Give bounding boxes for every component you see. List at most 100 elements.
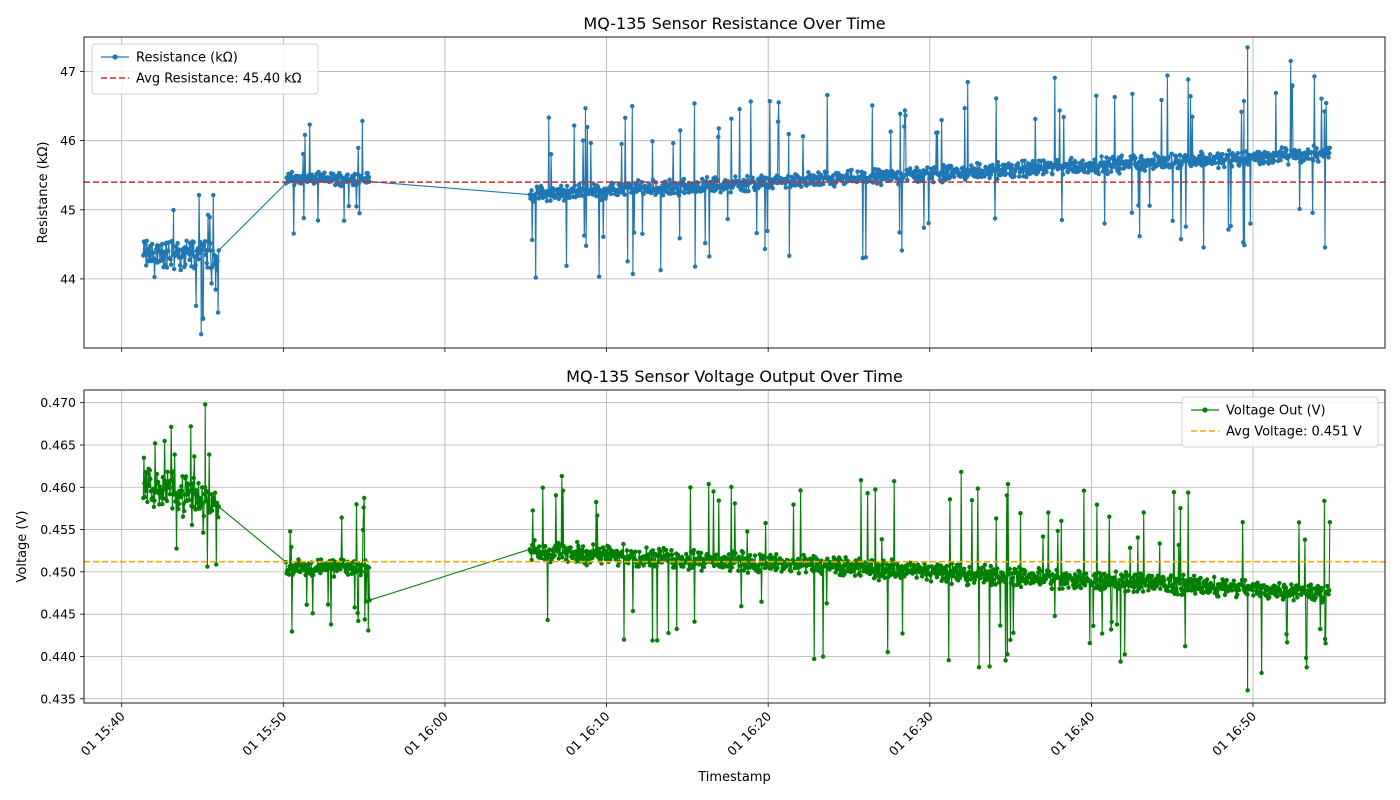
data-point [1322, 636, 1328, 642]
data-point [1170, 218, 1175, 223]
data-point [1018, 511, 1023, 516]
data-point [862, 170, 867, 176]
data-point [147, 483, 152, 489]
data-point [791, 502, 796, 507]
data-point [547, 190, 553, 196]
data-point [207, 452, 212, 457]
data-point [1140, 572, 1145, 578]
data-point [858, 573, 863, 578]
data-point [1162, 578, 1167, 583]
data-point [165, 469, 170, 474]
data-point [876, 578, 881, 583]
data-point [190, 481, 195, 486]
data-point [1109, 619, 1114, 625]
y-tick-label: 0.440 [40, 649, 76, 664]
data-point [530, 542, 535, 548]
data-point [885, 649, 890, 655]
data-point [215, 310, 221, 315]
data-point [639, 179, 644, 185]
y-tick-label: 0.470 [40, 395, 76, 410]
data-point [1297, 206, 1302, 212]
data-point [976, 665, 982, 670]
data-point [215, 515, 221, 520]
data-point [849, 167, 854, 173]
data-point [951, 174, 957, 180]
data-point [176, 501, 182, 507]
data-point [1050, 172, 1055, 177]
data-point [740, 550, 746, 555]
data-point [1059, 579, 1065, 584]
data-point [354, 204, 359, 209]
data-point [965, 79, 970, 85]
data-point [161, 486, 167, 492]
data-point [1186, 77, 1191, 82]
data-point [1191, 155, 1197, 160]
data-point [1308, 582, 1314, 587]
data-point [1327, 588, 1332, 593]
data-point [1177, 581, 1183, 586]
data-point [1134, 572, 1139, 578]
data-point [359, 173, 364, 179]
data-point [160, 475, 166, 480]
data-point [646, 555, 651, 561]
data-point [796, 571, 801, 576]
data-point [1242, 243, 1247, 248]
data-point [1174, 154, 1179, 159]
data-point [611, 181, 616, 186]
data-point [1117, 171, 1122, 176]
data-point [196, 257, 201, 262]
data-point [727, 568, 733, 573]
data-point [556, 196, 561, 202]
data-point [366, 175, 372, 180]
data-point [1181, 592, 1187, 597]
data-point [1223, 156, 1229, 162]
data-point [993, 582, 998, 587]
data-point [763, 520, 768, 526]
data-point [1082, 169, 1087, 175]
data-point [676, 193, 682, 198]
data-point [707, 254, 712, 259]
data-point [691, 551, 696, 556]
data-point [1286, 162, 1291, 167]
data-point [594, 499, 599, 505]
data-point [761, 553, 766, 559]
data-point [1304, 665, 1309, 670]
data-point [583, 243, 589, 248]
data-point [1077, 569, 1082, 574]
data-point [964, 578, 969, 583]
data-point [924, 577, 929, 582]
data-point [916, 168, 922, 173]
data-point [538, 190, 543, 195]
data-point [966, 582, 971, 587]
data-point [142, 480, 147, 486]
legend-box [1181, 396, 1379, 448]
data-point [315, 218, 321, 223]
data-point [775, 565, 780, 571]
data-point [1235, 150, 1241, 156]
data-point [1307, 593, 1312, 599]
data-point [929, 176, 934, 181]
data-point [876, 167, 881, 172]
data-point [172, 452, 177, 457]
data-point [622, 192, 627, 197]
data-point [1127, 545, 1133, 550]
data-point [995, 176, 1000, 182]
data-point [1302, 537, 1308, 542]
data-point [658, 268, 663, 273]
data-point [191, 240, 196, 245]
data-point [714, 552, 719, 557]
data-point [746, 188, 751, 194]
data-point [556, 556, 561, 561]
data-point [311, 572, 316, 578]
data-point [681, 176, 687, 182]
data-point [1024, 174, 1029, 180]
data-point [1248, 221, 1253, 226]
data-point [832, 184, 837, 189]
data-point [640, 231, 645, 236]
data-point [892, 479, 897, 484]
data-point [1102, 221, 1107, 226]
data-point [838, 557, 843, 562]
data-point [1043, 576, 1049, 582]
data-point [1133, 155, 1138, 161]
data-point [1190, 582, 1195, 587]
